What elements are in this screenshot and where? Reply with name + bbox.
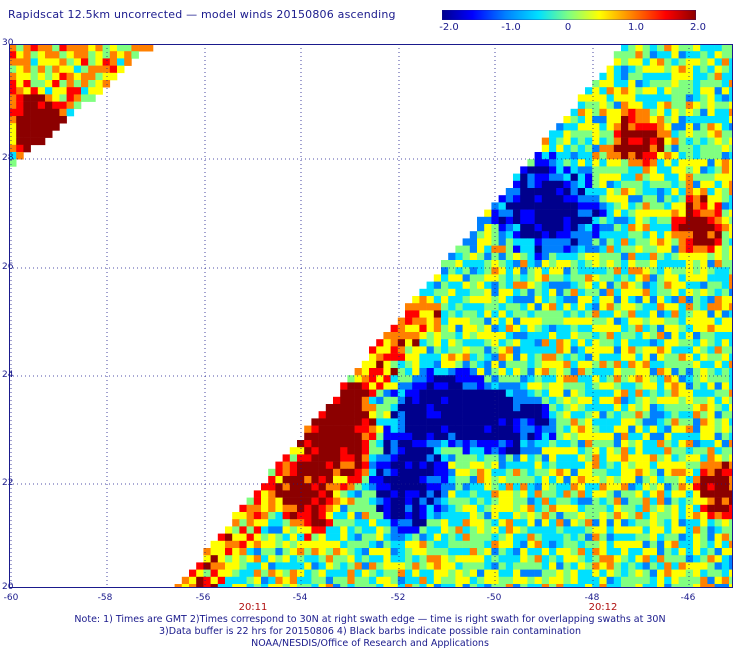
note-line: NOAA/NESDIS/Office of Research and Appli… — [251, 638, 489, 649]
swath-pixels — [9, 44, 733, 588]
time-label: 20:12 — [588, 602, 618, 613]
map-frame — [9, 44, 733, 588]
y-tick-label: 24 — [2, 370, 14, 380]
colorbar-tick-label: 2.0 — [690, 22, 706, 33]
x-tick-label: -52 — [390, 593, 406, 603]
x-tick-label: -58 — [97, 593, 113, 603]
x-tick-label: -50 — [486, 593, 502, 603]
x-tick-label: -46 — [680, 593, 696, 603]
chart-title: Rapidscat 12.5km uncorrected — model win… — [8, 8, 396, 21]
note-line: Note: 1) Times are GMT 2)Times correspon… — [74, 614, 666, 625]
y-tick-label: 20 — [2, 582, 14, 592]
colorbar-tick-label: -1.0 — [501, 22, 521, 33]
wind-difference-map — [9, 44, 733, 588]
x-tick-label: -48 — [584, 593, 600, 603]
y-tick-label: 22 — [2, 478, 14, 488]
time-label: 20:11 — [238, 602, 268, 613]
x-tick-label: -56 — [195, 593, 211, 603]
graticule — [9, 44, 733, 588]
y-tick-label: 30 — [2, 38, 14, 48]
x-tick-label: -60 — [3, 593, 19, 603]
y-tick-label: 26 — [2, 262, 14, 272]
note-line: 3)Data buffer is 22 hrs for 20150806 4) … — [159, 626, 581, 637]
colorbar-tick-label: -2.0 — [439, 22, 459, 33]
y-tick-label: 28 — [2, 153, 14, 163]
x-tick-label: -54 — [292, 593, 308, 603]
colorbar-tick-label: 1.0 — [628, 22, 644, 33]
colorbar-tick-label: 0 — [564, 22, 572, 33]
colorbar — [442, 10, 696, 20]
